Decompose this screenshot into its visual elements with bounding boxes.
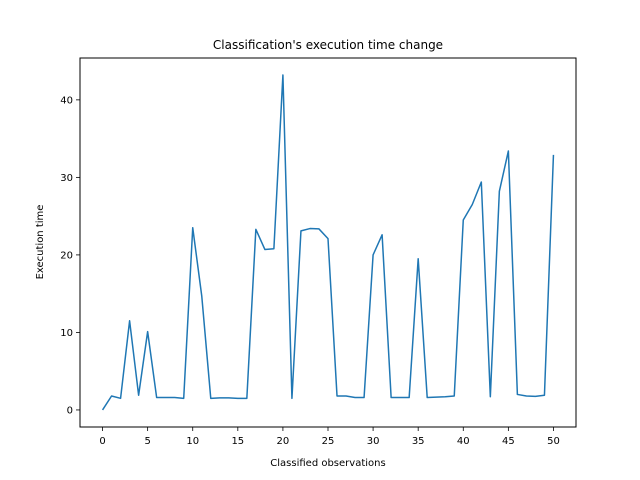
y-axis: 0 10 20 30 40 [60, 95, 80, 416]
y-tick-label: 30 [60, 173, 73, 184]
x-tick-label: 45 [502, 436, 515, 447]
x-tick-label: 20 [277, 436, 290, 447]
y-tick-label: 10 [60, 328, 73, 339]
x-tick-label: 50 [547, 436, 560, 447]
y-tick-label: 20 [60, 250, 73, 261]
y-tick-label: 40 [60, 95, 73, 106]
x-tick-label: 15 [231, 436, 244, 447]
x-tick-label: 5 [144, 436, 150, 447]
x-tick-label: 0 [99, 436, 105, 447]
x-tick-label: 35 [412, 436, 425, 447]
x-axis: 0 5 10 15 20 25 30 35 40 45 50 [99, 427, 560, 447]
x-tick-label: 25 [322, 436, 335, 447]
y-axis-label: Execution time [35, 205, 46, 280]
x-tick-label: 10 [186, 436, 199, 447]
x-axis-label: Classified observations [270, 458, 385, 469]
y-tick-label: 0 [67, 405, 73, 416]
x-tick-label: 30 [367, 436, 380, 447]
x-tick-label: 40 [457, 436, 470, 447]
series-line-0 [101, 74, 555, 411]
chart-title: Classification's execution time change [213, 38, 443, 52]
